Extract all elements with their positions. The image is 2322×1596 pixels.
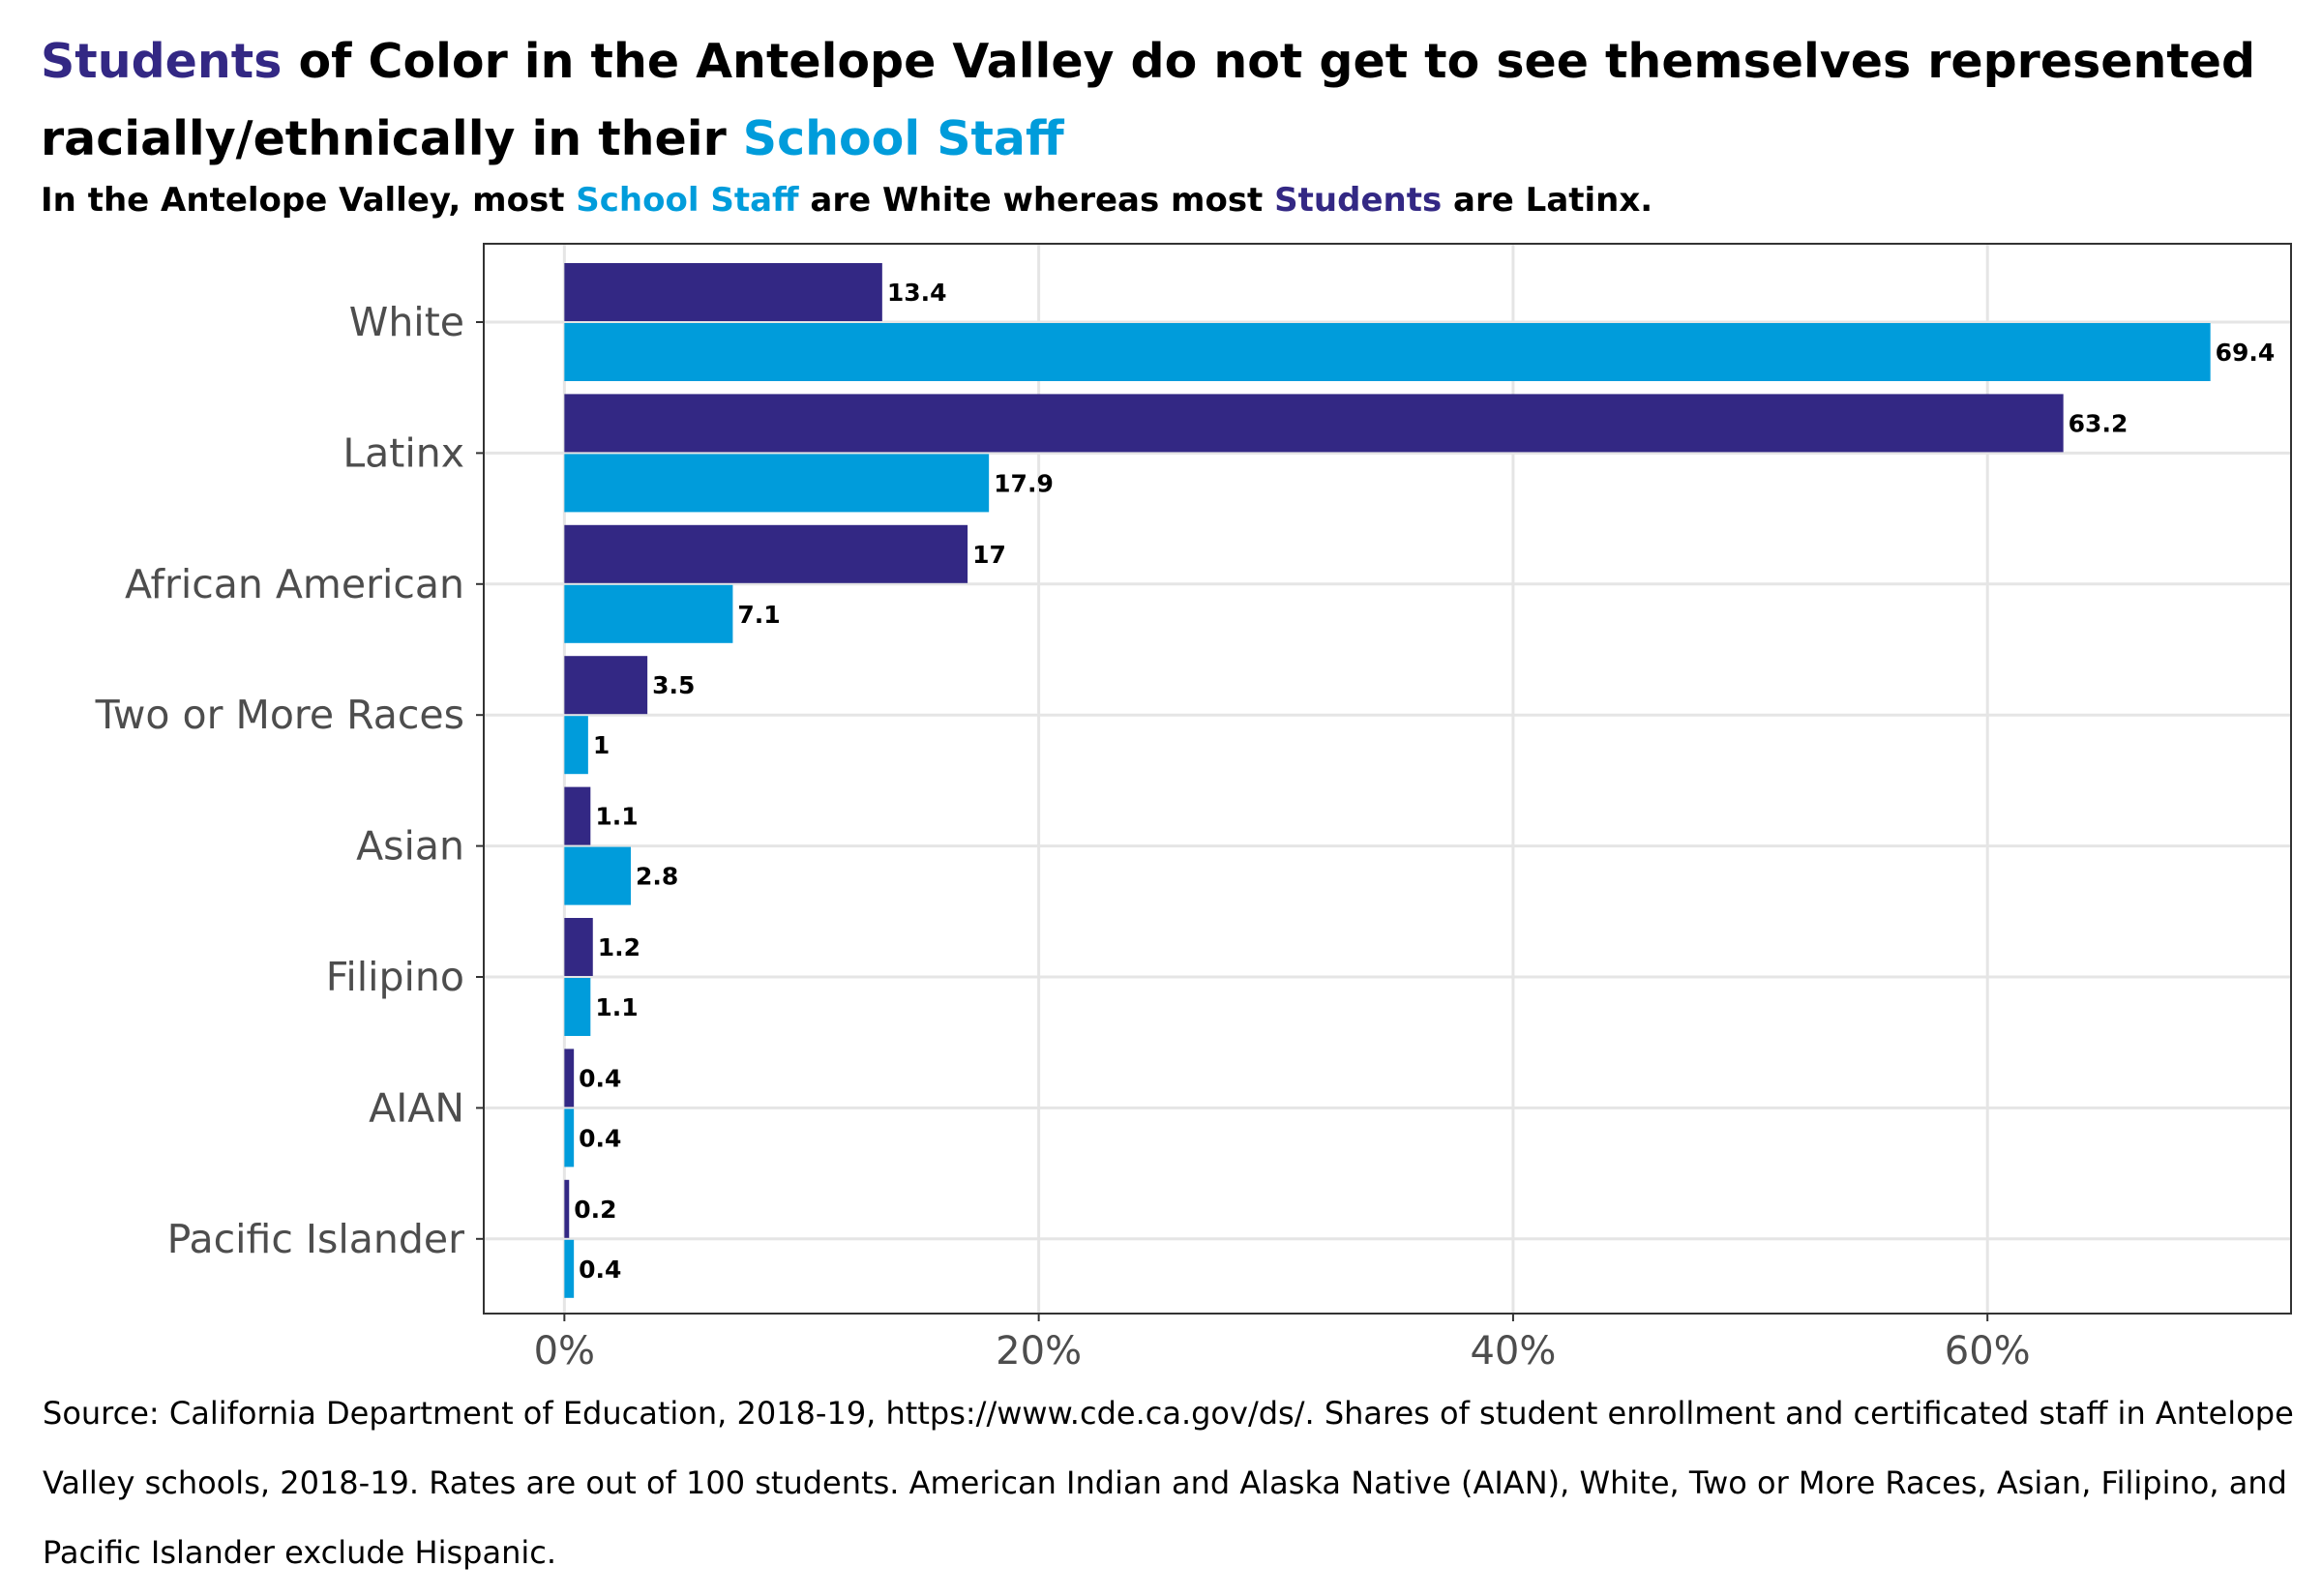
bar-staff-asian [564, 846, 631, 905]
bar-staff-two-or-more-races [564, 716, 588, 775]
subtitle-staff-word: School Staff [576, 181, 799, 220]
chart-title: Students of Color in the Antelope Valley… [41, 23, 2295, 178]
bar-staff-latinx [564, 454, 990, 513]
bar-students-african-american [564, 524, 968, 583]
bar-chart: 13.4 69.4 63.2 17.9 17 7.1 3.5 1 1.1 2.8 1.2 1.1 0.4… [95, 243, 2292, 1374]
subtitle-text-3: are Latinx. [1442, 181, 1653, 220]
category-label: White [349, 299, 464, 345]
category-labels: White Latinx African American Two or More R… [95, 299, 484, 1262]
value-label: 1 [593, 731, 610, 759]
value-label: 7.1 [737, 601, 780, 629]
bar-students-pacific-islander [564, 1179, 570, 1238]
category-label: African American [125, 561, 464, 607]
category-label: Filipino [326, 954, 464, 1000]
value-label: 1.1 [595, 993, 638, 1021]
bar-students-asian [564, 786, 591, 845]
x-tick-label: 60% [1945, 1329, 2031, 1374]
x-tick-label: 0% [534, 1329, 595, 1374]
subtitle-students-word: Students [1274, 181, 1443, 220]
value-label: 0.2 [574, 1196, 616, 1224]
category-label: Asian [356, 823, 464, 870]
value-labels: 13.4 69.4 63.2 17.9 17 7.1 3.5 1 1.1 2.8 1.2 1.1 0.4… [574, 279, 2275, 1284]
x-tick-label: 40% [1470, 1329, 1556, 1374]
value-label: 63.2 [2069, 409, 2128, 437]
value-label: 3.5 [652, 671, 695, 699]
value-label: 69.4 [2216, 339, 2276, 367]
bar-students-filipino [564, 918, 593, 976]
category-label: Two or More Races [95, 692, 464, 738]
value-label: 0.4 [579, 1256, 621, 1284]
value-label: 17 [972, 541, 1006, 569]
subtitle-text-2: are White whereas most [798, 181, 1275, 220]
bar-staff-pacific-islander [564, 1239, 575, 1298]
x-axis-ticks: 0% 20% 40% 60% [534, 1314, 2031, 1374]
bar-students-latinx [564, 394, 2064, 453]
value-label: 17.9 [994, 469, 1054, 497]
title-students-word: Students [41, 34, 283, 89]
bar-students-aian [564, 1049, 575, 1108]
category-label: Latinx [342, 429, 464, 476]
bar-staff-white [564, 323, 2211, 381]
bar-staff-african-american [564, 584, 733, 643]
value-label: 13.4 [887, 279, 947, 307]
chart-subtitle: In the Antelope Valley, most School Staf… [41, 177, 2295, 223]
bar-students-white [564, 263, 882, 321]
category-label: Pacific Islander [167, 1216, 465, 1262]
bar-staff-filipino [564, 978, 591, 1036]
value-label: 1.2 [598, 933, 640, 961]
title-staff-word: School Staff [742, 111, 1064, 166]
value-label: 0.4 [579, 1124, 621, 1152]
value-label: 0.4 [579, 1064, 621, 1092]
bar-students-two-or-more-races [564, 656, 648, 715]
bar-staff-aian [564, 1108, 575, 1167]
bars [564, 263, 2211, 1298]
x-tick-label: 20% [996, 1329, 1082, 1374]
plot-frame [483, 243, 2292, 1315]
category-label: AIAN [369, 1084, 464, 1131]
value-label: 1.1 [595, 803, 638, 831]
title-middle-text: of Color in the Antelope Valley do not g… [41, 34, 2256, 166]
source-caption: Source: California Department of Educati… [43, 1395, 2294, 1571]
value-label: 2.8 [636, 863, 678, 891]
subtitle-text-1: In the Antelope Valley, most [41, 181, 577, 220]
